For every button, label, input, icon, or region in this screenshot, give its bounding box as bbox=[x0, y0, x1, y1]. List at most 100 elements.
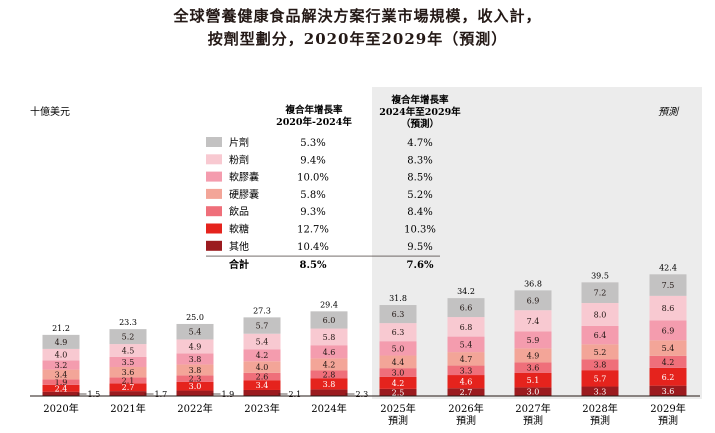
bar-segment bbox=[310, 328, 348, 346]
data-label: 3.2 bbox=[55, 361, 68, 370]
bar-segment bbox=[649, 274, 687, 296]
x-tick-label: 2029年 bbox=[650, 402, 685, 415]
x-tick-label: 2028年 bbox=[582, 402, 617, 415]
bar-segment bbox=[109, 391, 147, 396]
bar-segment bbox=[243, 333, 281, 350]
bar-segment bbox=[581, 386, 619, 396]
data-label: 3.8 bbox=[189, 366, 202, 375]
bar-segment bbox=[447, 298, 485, 318]
data-label: 3.0 bbox=[189, 382, 202, 391]
data-label: 4.7 bbox=[460, 355, 473, 364]
x-tick-label: 預測 bbox=[456, 414, 476, 427]
data-label: 6.3 bbox=[392, 328, 405, 337]
data-label: 3.5 bbox=[122, 358, 135, 367]
bar-segment bbox=[514, 387, 552, 396]
data-label: 2.7 bbox=[122, 383, 135, 392]
total-label: 39.5 bbox=[591, 271, 609, 280]
data-label: 5.0 bbox=[392, 344, 405, 353]
data-label: 3.4 bbox=[55, 370, 68, 379]
bar-segment bbox=[379, 388, 417, 396]
legend-label: 其他 bbox=[229, 240, 249, 253]
data-label: 6.9 bbox=[662, 326, 675, 335]
data-label: 3.3 bbox=[594, 387, 607, 396]
data-label: 6.0 bbox=[323, 316, 336, 325]
bar-segment bbox=[581, 370, 619, 387]
total-label: 42.4 bbox=[659, 263, 677, 272]
data-label: 5.7 bbox=[594, 374, 607, 383]
bar-stack: 3.3 5.7 3.8 5.2 6.4 8.0 7.2 39.5 bbox=[581, 271, 619, 396]
bar-segment bbox=[109, 383, 147, 392]
data-label: 2.7 bbox=[460, 388, 473, 397]
data-label: 4.2 bbox=[323, 360, 336, 369]
data-label: 3.0 bbox=[392, 368, 405, 377]
bar-segment bbox=[42, 379, 80, 385]
bar-segment bbox=[176, 381, 214, 391]
data-label: 4.9 bbox=[527, 351, 540, 360]
total-cagr-hist: 8.5% bbox=[300, 260, 327, 271]
bar-segment bbox=[243, 361, 281, 373]
data-label: 7.4 bbox=[527, 317, 540, 326]
bar-segment bbox=[514, 372, 552, 388]
bar-segment bbox=[649, 385, 687, 396]
cagr-hist-value: 9.3% bbox=[300, 207, 325, 218]
data-label: 2.1 bbox=[289, 390, 302, 399]
bar-segment bbox=[649, 355, 687, 368]
bar-segment bbox=[176, 375, 214, 382]
x-tick-label: 2023年 bbox=[244, 402, 279, 415]
bar-segment bbox=[649, 367, 687, 386]
data-label: 5.1 bbox=[527, 376, 540, 385]
data-label: 3.8 bbox=[323, 380, 336, 389]
legend-swatch bbox=[206, 206, 222, 217]
bar-segment bbox=[379, 355, 417, 369]
bar-segment bbox=[379, 368, 417, 377]
cagr-hist-value: 12.7% bbox=[297, 225, 329, 236]
legend-label: 硬膠囊 bbox=[229, 188, 259, 201]
bar-segment bbox=[447, 388, 485, 396]
total-label: 21.2 bbox=[52, 324, 70, 333]
data-label: 2.5 bbox=[392, 388, 405, 397]
x-tick-label: 預測 bbox=[523, 414, 543, 427]
cagr-fore-value: 4.7% bbox=[407, 138, 432, 149]
bar-segment bbox=[42, 369, 80, 380]
title-line-1: 全球營養健康食品解決方案行業市場規模，收入計， bbox=[173, 7, 542, 25]
cagr-hist-line-2: 2020年-2024年 bbox=[276, 116, 352, 128]
bar-segment bbox=[42, 360, 80, 370]
bar-segment bbox=[243, 372, 281, 381]
bar-segment bbox=[109, 344, 147, 357]
bar-segment bbox=[176, 364, 214, 376]
bar-segment bbox=[581, 282, 619, 304]
total-label: 合計 bbox=[228, 258, 249, 271]
data-label: 2.3 bbox=[356, 390, 369, 399]
bar-segment bbox=[310, 378, 348, 390]
bar-segment bbox=[310, 358, 348, 371]
x-tick-label: 2021年 bbox=[110, 402, 145, 415]
data-label: 3.6 bbox=[662, 387, 675, 396]
x-tick-label: 2027年 bbox=[515, 402, 550, 415]
bar-segment bbox=[42, 384, 80, 392]
x-tick-label: 預測 bbox=[388, 414, 408, 427]
bar-segment bbox=[310, 389, 348, 396]
bar-segment bbox=[42, 348, 80, 361]
cagr-fore-value: 8.3% bbox=[407, 155, 432, 166]
bar-segment bbox=[176, 390, 214, 396]
bar-segment bbox=[649, 295, 687, 321]
data-label: 6.8 bbox=[460, 323, 473, 332]
bar-segment bbox=[581, 344, 619, 360]
total-label: 23.3 bbox=[119, 318, 137, 327]
data-label: 8.0 bbox=[594, 310, 607, 319]
data-label: 4.0 bbox=[256, 363, 269, 372]
cagr-hist-value: 5.3% bbox=[300, 138, 325, 149]
legend-swatch bbox=[206, 171, 222, 182]
unit-label: 十億美元 bbox=[30, 105, 70, 118]
x-tick-label: 2020年 bbox=[43, 402, 78, 415]
bar-segment bbox=[42, 334, 80, 349]
data-label: 7.2 bbox=[594, 289, 607, 298]
cagr-fore-line-3: （預測） bbox=[401, 118, 439, 130]
data-label: 4.2 bbox=[256, 351, 269, 360]
bar-segment bbox=[514, 362, 552, 373]
legend-label: 軟膠囊 bbox=[229, 171, 259, 184]
data-label: 6.2 bbox=[662, 373, 675, 382]
bar-segment bbox=[176, 353, 214, 365]
total-label: 27.3 bbox=[253, 306, 271, 315]
